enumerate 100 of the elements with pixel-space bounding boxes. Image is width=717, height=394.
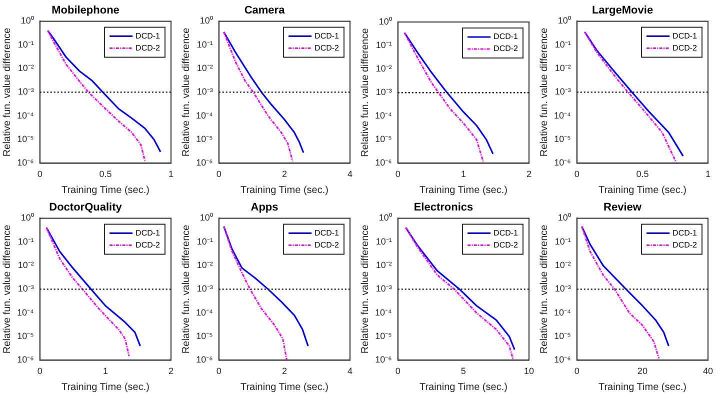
x-axis-title: Training Time (sec.) xyxy=(419,382,508,393)
y-tick-label: 10⁻⁶ xyxy=(196,354,214,365)
y-tick-label: 10⁰ xyxy=(200,16,213,26)
x-tick-label: 2 xyxy=(168,366,174,376)
y-tick-label: 10⁰ xyxy=(378,212,392,223)
y-tick-label: 10⁻⁴ xyxy=(196,110,213,120)
chart-title: Apps xyxy=(250,202,278,214)
legend-label: DCD-1 xyxy=(672,31,698,40)
legend-label: DCD-2 xyxy=(494,240,519,250)
y-tick-label: 10⁻³ xyxy=(554,86,571,97)
y-axis-title: Relative fun. value difference xyxy=(360,224,371,354)
y-tick-label: 10⁻³ xyxy=(18,86,34,97)
x-tick-label: 1 xyxy=(460,169,466,180)
line-series xyxy=(222,226,288,360)
y-axis-title: Relative fun. value difference xyxy=(180,27,192,157)
line-series xyxy=(580,226,660,360)
chart-title: Mobilephone xyxy=(52,4,120,17)
x-tick-label: 0.5 xyxy=(636,169,649,180)
x-tick-label: 2 xyxy=(282,169,287,180)
y-axis-title: Relative fun. value difference xyxy=(2,224,13,354)
y-tick-label: 10⁻⁵ xyxy=(196,331,214,342)
y-tick-label: 10⁻⁶ xyxy=(17,158,34,168)
legend-label: DCD-2 xyxy=(314,240,340,250)
line-series xyxy=(222,31,294,162)
y-tick-label: 10⁻³ xyxy=(554,284,571,294)
y-tick-label: 10⁻¹ xyxy=(376,236,392,246)
legend-label: DCD-2 xyxy=(136,240,161,250)
y-tick-label: 10⁻⁴ xyxy=(374,110,392,121)
y-axis-title: Relative fun. value difference xyxy=(360,28,371,157)
y-tick-label: 10⁻³ xyxy=(18,284,34,294)
y-tick-label: 10⁰ xyxy=(20,212,34,223)
y-tick-label: 10⁻³ xyxy=(196,86,213,97)
y-tick-label: 10⁻⁴ xyxy=(16,110,34,120)
x-axis-title: Training Time (sec.) xyxy=(240,184,328,196)
y-tick-label: 10⁻² xyxy=(18,63,34,74)
x-tick-label: 4 xyxy=(347,169,353,180)
x-tick-label: 0 xyxy=(216,366,222,376)
y-tick-label: 10⁻¹ xyxy=(196,236,213,246)
legend-label: DCD-1 xyxy=(672,228,698,238)
x-axis-title: Training Time (sec.) xyxy=(240,382,328,393)
chart-title: Review xyxy=(604,202,642,214)
legend-label: DCD-1 xyxy=(314,31,340,40)
y-tick-label: 10⁻⁵ xyxy=(375,331,392,342)
x-axis-title: Training Time (sec.) xyxy=(419,184,508,196)
legend-label: DCD-1 xyxy=(494,228,519,238)
y-tick-label: 10⁰ xyxy=(200,212,213,223)
y-tick-label: 10⁰ xyxy=(558,16,571,26)
x-tick-label: 4 xyxy=(347,366,353,376)
y-tick-label: 10⁻⁵ xyxy=(17,331,34,342)
y-tick-label: 10⁻⁴ xyxy=(16,307,34,318)
y-tick-label: 10⁻¹ xyxy=(554,39,571,50)
y-tick-label: 10⁻⁶ xyxy=(196,158,214,168)
y-tick-label: 10⁻² xyxy=(196,63,213,74)
y-tick-label: 10⁻⁵ xyxy=(196,134,214,144)
line-series xyxy=(46,226,130,357)
x-tick-label: 0 xyxy=(37,366,42,376)
y-tick-label: 10⁻¹ xyxy=(376,40,392,50)
y-tick-label: 10⁻¹ xyxy=(18,236,34,246)
x-axis-title: Training Time (sec.) xyxy=(61,184,150,196)
y-tick-label: 10⁻⁴ xyxy=(554,307,571,318)
x-tick-label: 0 xyxy=(395,169,400,180)
legend-label: DCD-2 xyxy=(136,43,161,52)
x-tick-label: 1 xyxy=(705,169,711,180)
chart-title: LargeMovie xyxy=(592,4,654,17)
y-tick-label: 10⁻² xyxy=(18,260,34,270)
legend-label: DCD-2 xyxy=(672,240,698,250)
y-tick-label: 10⁻² xyxy=(376,64,392,74)
y-tick-label: 10⁻¹ xyxy=(18,39,34,50)
y-tick-label: 10⁻² xyxy=(196,260,213,270)
x-tick-label: 0 xyxy=(37,169,42,180)
x-axis-title: Training Time (sec.) xyxy=(598,184,686,196)
y-tick-label: 10⁻³ xyxy=(196,284,213,294)
legend-label: DCD-1 xyxy=(314,228,340,238)
y-tick-label: 10⁻⁶ xyxy=(17,354,34,365)
x-tick-label: 2 xyxy=(282,366,287,376)
y-tick-label: 10⁻⁵ xyxy=(554,331,572,342)
chart-title: DoctorQuality xyxy=(49,202,123,214)
chart-title: Camera xyxy=(244,4,286,17)
x-tick-label: 0 xyxy=(216,169,222,180)
y-tick-label: 10⁰ xyxy=(558,212,571,223)
y-tick-label: 10⁻² xyxy=(376,260,392,270)
y-tick-label: 10⁻⁵ xyxy=(17,134,34,144)
x-tick-label: 0 xyxy=(574,169,580,180)
x-tick-label: 40 xyxy=(702,366,713,376)
legend-label: DCD-2 xyxy=(494,44,519,54)
line-series xyxy=(404,32,484,162)
y-tick-label: 10⁻² xyxy=(554,63,571,74)
y-tick-label: 10⁻⁶ xyxy=(554,354,572,365)
y-tick-label: 10⁻² xyxy=(554,260,571,270)
y-tick-label: 10⁻⁴ xyxy=(196,307,213,318)
x-tick-label: 10 xyxy=(524,366,534,376)
legend-label: DCD-1 xyxy=(136,31,161,40)
x-tick-label: 0 xyxy=(574,366,580,376)
y-tick-label: 10⁻⁶ xyxy=(375,354,392,365)
x-axis-title: Training Time (sec.) xyxy=(598,382,686,393)
y-tick-label: 10⁻⁵ xyxy=(375,134,392,144)
y-tick-label: 10⁰ xyxy=(20,16,34,26)
x-tick-label: 20 xyxy=(637,366,648,376)
legend-label: DCD-2 xyxy=(672,43,698,52)
x-tick-label: 0 xyxy=(395,366,400,376)
